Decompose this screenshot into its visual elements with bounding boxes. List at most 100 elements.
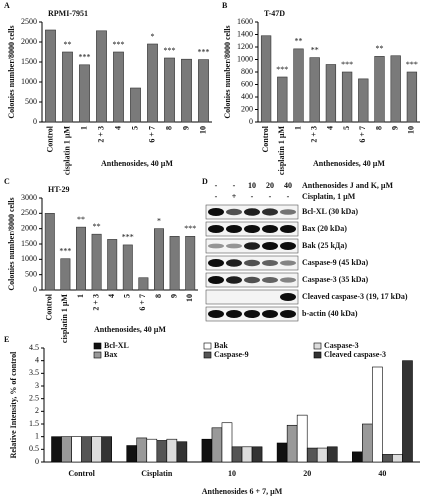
x-tick-label: cisplatin 1 µM — [277, 126, 286, 176]
y-tick-label: 1.5 — [29, 419, 39, 428]
bar — [198, 59, 209, 123]
chart-title: RPMI-7951 — [48, 9, 88, 18]
y-tick-label: 0.5 — [29, 444, 39, 453]
significance: *** — [79, 53, 91, 62]
bar — [136, 437, 148, 463]
x-tick-label: Control — [68, 469, 95, 478]
bar — [260, 35, 272, 123]
bar — [241, 446, 253, 463]
bar — [201, 438, 213, 463]
x-tick-label: 4 — [107, 294, 116, 298]
x-tick-label: cisplatin 1 µM — [60, 294, 69, 344]
lane-label: 10 — [248, 181, 256, 190]
significance: ** — [77, 215, 85, 224]
legend-swatch — [203, 351, 212, 359]
blot-band — [280, 260, 296, 266]
x-tick-label: 4 — [113, 126, 122, 130]
band-label: Bax (20 kDa) — [302, 224, 347, 233]
legend-swatch — [93, 342, 102, 350]
y-tick-label: 1000 — [21, 254, 37, 263]
x-tick-label: 20 — [303, 469, 311, 478]
significance: *** — [59, 247, 71, 256]
bar — [96, 30, 107, 123]
bar — [406, 71, 418, 123]
significance: *** — [406, 60, 418, 69]
y-tick-label: 200 — [241, 104, 253, 113]
lane-label: - — [269, 192, 272, 201]
bar — [51, 436, 62, 463]
bar — [61, 436, 72, 463]
bar — [154, 228, 164, 291]
y-tick-label: 3.5 — [29, 368, 39, 377]
panel-letter: B — [222, 1, 228, 10]
bar — [309, 57, 320, 123]
bar — [147, 43, 158, 123]
bar — [390, 55, 401, 123]
bar — [176, 441, 188, 463]
blot-band — [262, 277, 278, 283]
y-tick-label: 1500 — [21, 57, 37, 66]
x-tick-label: 10 — [407, 126, 416, 134]
lane-label: - — [215, 181, 218, 190]
x-tick-label: 9 — [169, 294, 178, 298]
lane-label: - — [251, 192, 254, 201]
bar — [146, 438, 158, 463]
significance: * — [151, 32, 155, 41]
y-axis-title: Colonies number/8000 cells — [223, 25, 232, 118]
legend-label: Bak — [214, 341, 228, 350]
band-label: Caspase-3 (35 kDa) — [302, 275, 369, 284]
bar — [44, 213, 55, 291]
panel-letter: D — [202, 177, 208, 186]
y-tick-label: 4 — [35, 355, 39, 364]
legend-label: Bax — [104, 350, 117, 359]
blot-band — [226, 276, 242, 284]
header-label: Anthenosides J and K, µM — [302, 181, 394, 190]
band-label: b-actin (40 kDa) — [302, 309, 358, 318]
x-tick-label: 40 — [378, 469, 386, 478]
bar — [164, 57, 175, 123]
y-tick-label: 2500 — [21, 17, 37, 26]
band-label: Bcl-XL (30 kDa) — [302, 207, 358, 216]
legend-label: Bcl-XL — [104, 341, 129, 350]
bar — [122, 244, 133, 291]
x-axis-title: Anthenosides, 40 µM — [101, 159, 173, 168]
y-axis-title: Colonies number/8000 cells — [7, 197, 16, 290]
x-tick-label: 1 — [76, 294, 85, 298]
lane-label: 40 — [284, 181, 292, 190]
bar — [374, 56, 385, 123]
x-tick-label: 6 + 7 — [147, 126, 156, 143]
y-tick-label: 3000 — [21, 193, 37, 202]
x-tick-label: 10 — [228, 469, 236, 478]
significance: ** — [311, 45, 319, 54]
bar — [71, 436, 82, 463]
y-tick-label: 500 — [25, 97, 37, 106]
significance: *** — [164, 46, 176, 55]
lane-label: 20 — [266, 181, 274, 190]
bar — [107, 239, 118, 291]
x-tick-label: cisplatin 1 µM — [62, 126, 71, 176]
y-tick-label: 2000 — [21, 223, 37, 232]
bar — [60, 258, 71, 291]
bar — [79, 64, 90, 123]
y-tick-label: 1400 — [237, 29, 253, 38]
x-tick-label: 4 — [326, 126, 335, 130]
bar — [362, 423, 373, 463]
x-tick-label: 6 + 7 — [138, 294, 147, 311]
y-tick-label: 2500 — [21, 208, 37, 217]
bar — [81, 436, 92, 463]
bar — [91, 436, 102, 463]
blot-band — [280, 277, 296, 283]
legend-swatch — [313, 351, 322, 359]
bar — [392, 454, 403, 463]
x-tick-label: 2 + 3 — [96, 126, 105, 143]
significance: *** — [184, 224, 196, 233]
bar — [358, 78, 369, 123]
blot-band — [262, 260, 278, 266]
legend-swatch — [93, 351, 102, 359]
bar — [306, 447, 318, 463]
significance: *** — [341, 60, 353, 69]
y-tick-label: 1500 — [21, 239, 37, 248]
blot-band — [244, 208, 260, 216]
x-tick-label: Control — [45, 125, 54, 152]
significance: *** — [276, 65, 288, 74]
